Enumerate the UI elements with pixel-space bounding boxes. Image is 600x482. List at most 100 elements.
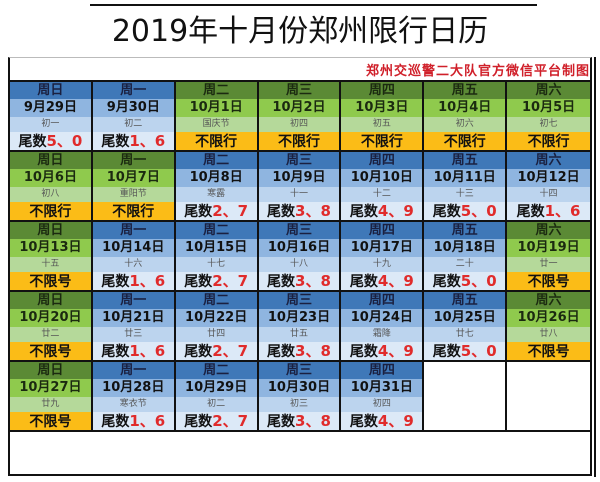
- plate-tail-numbers: 5、0: [460, 342, 497, 360]
- plate-tail-numbers: 5、0: [460, 202, 497, 220]
- weekday-label: 周三: [258, 222, 340, 239]
- weekday-label: 周三: [258, 362, 340, 379]
- date-label: 10月21日: [92, 309, 174, 327]
- plate-tail-numbers: 1、6: [129, 342, 166, 360]
- weekday-label: 周三: [258, 152, 340, 169]
- day-cell: 周六 10月12日 十四 尾数1、6: [507, 152, 590, 222]
- date-label: 10月29日: [175, 379, 257, 397]
- lunar-label: 国庆节: [175, 117, 257, 132]
- lunar-label: 十五: [10, 257, 91, 272]
- date-label: 10月4日: [424, 99, 506, 117]
- plate-tail-numbers: 3、8: [295, 342, 331, 360]
- restriction-prefix: 尾数: [349, 414, 378, 430]
- weekday-label: 周三: [258, 292, 340, 309]
- weekday-label: 周五: [424, 222, 506, 239]
- day-cell: 周四 10月24日 霜降 尾数4、9: [341, 292, 425, 362]
- restriction-prefix: 不限号: [29, 344, 72, 360]
- lunar-label: 初二: [92, 117, 174, 132]
- weekday-label: 周四: [341, 362, 423, 379]
- weekday-label: 周日: [10, 292, 91, 309]
- day-cell: 周三 10月23日 廿五 尾数3、8: [258, 292, 342, 362]
- date-label: 10月19日: [507, 239, 590, 257]
- lunar-label: 初二: [175, 397, 257, 412]
- restriction-prefix: 不限行: [112, 204, 155, 220]
- weekday-label: 周一: [92, 152, 174, 169]
- date-label: 10月18日: [424, 239, 506, 257]
- restriction-status: 不限行: [507, 132, 590, 150]
- date-label: 10月13日: [10, 239, 91, 257]
- weekday-label: 周二: [175, 292, 257, 309]
- restriction-prefix: 尾数: [432, 204, 461, 220]
- lunar-label: 廿二: [10, 327, 91, 342]
- lunar-label: 初一: [10, 117, 91, 132]
- restriction-prefix: 尾数: [432, 344, 461, 360]
- day-cell: 周一 10月7日 重阳节 不限行: [92, 152, 176, 222]
- date-label: 10月14日: [92, 239, 174, 257]
- plate-tail-numbers: 2、7: [212, 202, 249, 220]
- top-rule: [90, 4, 537, 6]
- restriction-prefix: 尾数: [101, 414, 130, 430]
- plate-tail-numbers: 3、8: [295, 412, 331, 430]
- date-label: 10月9日: [258, 169, 340, 187]
- day-cell: 周四 10月10日 十二 尾数4、9: [341, 152, 425, 222]
- date-label: 10月3日: [341, 99, 423, 117]
- lunar-label: 初七: [507, 117, 590, 132]
- lunar-label: 初六: [424, 117, 506, 132]
- restriction-status: 不限号: [10, 412, 91, 430]
- day-cell: 周五 10月4日 初六 不限行: [424, 82, 508, 152]
- plate-tail-numbers: 1、6: [129, 132, 166, 150]
- restriction-status: 不限号: [507, 272, 590, 290]
- plate-tail-numbers: 1、6: [129, 272, 166, 290]
- restriction-status: 不限号: [10, 272, 91, 290]
- restriction-status: 尾数1、6: [92, 412, 174, 430]
- date-label: 10月12日: [507, 169, 590, 187]
- day-cell: 周五 10月18日 二十 尾数5、0: [424, 222, 508, 292]
- date-label: 10月23日: [258, 309, 340, 327]
- date-label: 10月10日: [341, 169, 423, 187]
- day-cell: 周六 10月19日 廿一 不限号: [507, 222, 590, 292]
- restriction-status: 不限行: [341, 132, 423, 150]
- date-label: 9月29日: [10, 99, 91, 117]
- plate-tail-numbers: 4、9: [377, 272, 414, 290]
- restriction-status: 尾数5、0: [424, 202, 506, 220]
- lunar-label: 初五: [341, 117, 423, 132]
- restriction-status: 尾数5、0: [10, 132, 91, 150]
- restriction-status: 尾数4、9: [341, 412, 423, 430]
- day-cell: 周三 10月16日 十八 尾数3、8: [258, 222, 342, 292]
- restriction-status: 不限号: [10, 342, 91, 360]
- restriction-prefix: 不限行: [195, 134, 238, 150]
- lunar-label: 寒衣节: [92, 397, 174, 412]
- date-label: 10月31日: [341, 379, 423, 397]
- restriction-status: 不限行: [258, 132, 340, 150]
- restriction-prefix: 尾数: [267, 274, 296, 290]
- weekday-label: 周一: [92, 362, 174, 379]
- empty-cell: [424, 362, 508, 432]
- restriction-prefix: 不限号: [29, 274, 72, 290]
- lunar-label: 初四: [341, 397, 423, 412]
- weekday-label: 周一: [92, 222, 174, 239]
- date-label: 9月30日: [92, 99, 174, 117]
- plate-tail-numbers: 2、7: [212, 342, 249, 360]
- restriction-prefix: 尾数: [18, 134, 47, 150]
- day-cell: 周日 10月27日 廿九 不限号: [10, 362, 93, 432]
- date-label: 10月25日: [424, 309, 506, 327]
- restriction-prefix: 尾数: [184, 414, 213, 430]
- date-label: 10月7日: [92, 169, 174, 187]
- weekday-label: 周日: [10, 152, 91, 169]
- restriction-prefix: 尾数: [349, 274, 378, 290]
- date-label: 10月15日: [175, 239, 257, 257]
- restriction-prefix: 不限行: [527, 134, 570, 150]
- plate-tail-numbers: 1、6: [544, 202, 581, 220]
- restriction-prefix: 尾数: [184, 274, 213, 290]
- lunar-label: 二十: [424, 257, 506, 272]
- lunar-label: 十七: [175, 257, 257, 272]
- date-label: 10月26日: [507, 309, 590, 327]
- restriction-prefix: 尾数: [516, 204, 545, 220]
- restriction-prefix: 不限号: [29, 414, 72, 430]
- date-label: 10月22日: [175, 309, 257, 327]
- restriction-status: 尾数2、7: [175, 202, 257, 220]
- weekday-label: 周六: [507, 152, 590, 169]
- restriction-status: 尾数1、6: [92, 132, 174, 150]
- blank-footer-area: [10, 432, 590, 474]
- lunar-label: 初八: [10, 187, 91, 202]
